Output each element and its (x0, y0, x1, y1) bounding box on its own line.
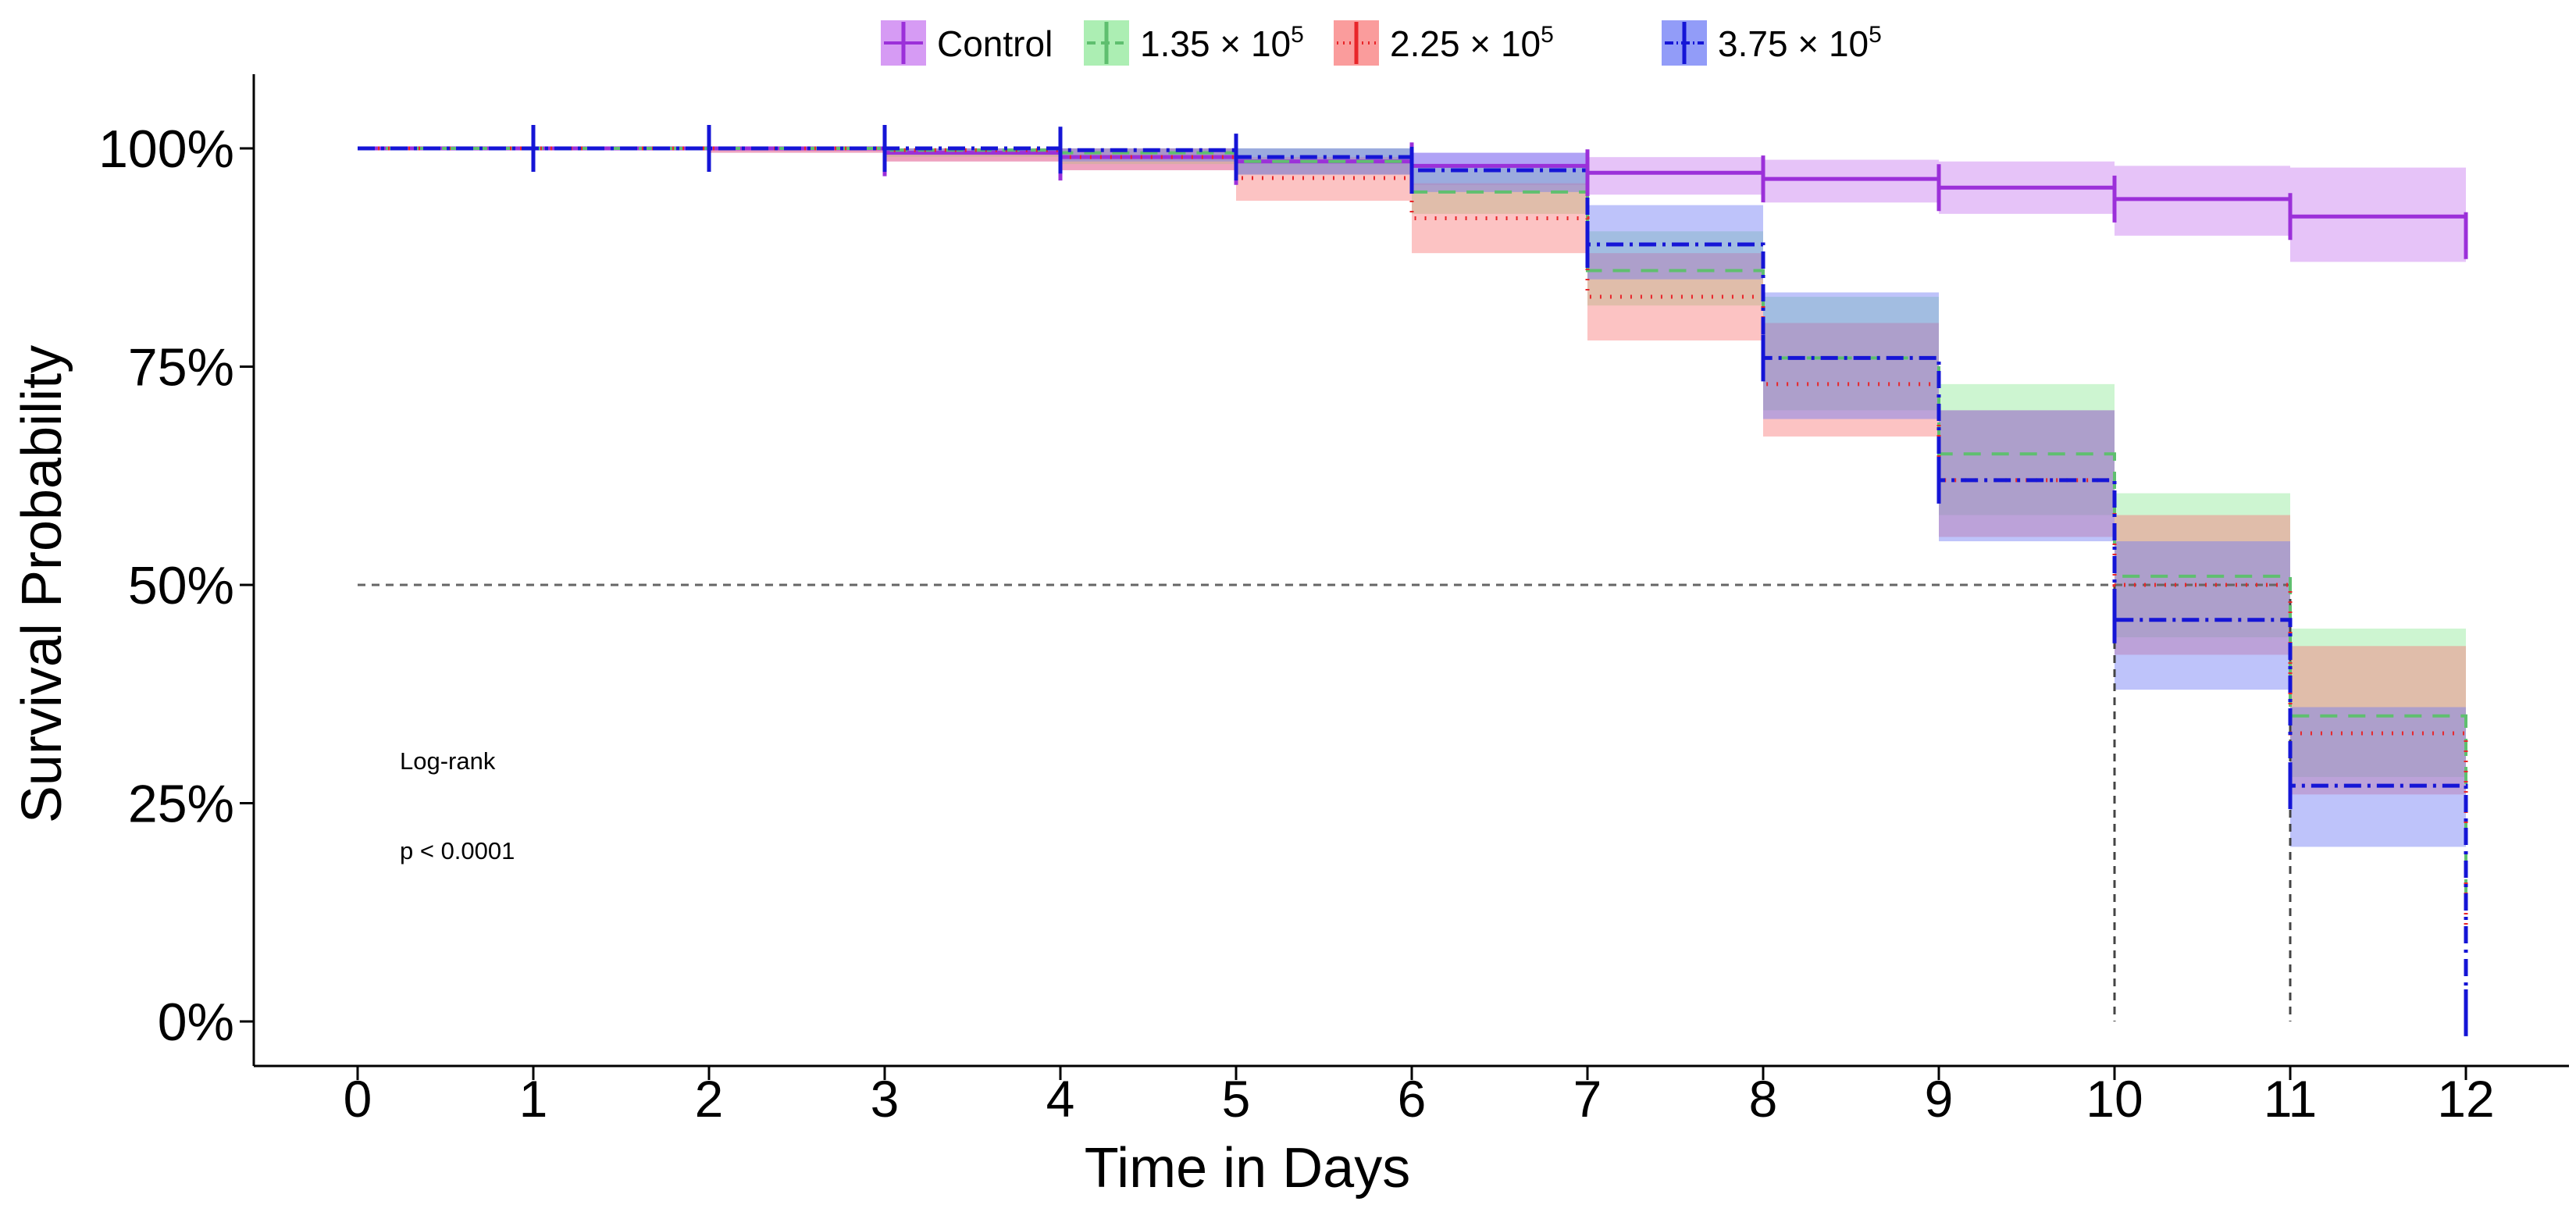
y-tick-label-0: 0% (158, 993, 234, 1052)
test-annotation: Log-rank (400, 747, 496, 775)
legend: Control 1.35 × 105 2.25 × 105 3.75 × 105 (881, 20, 1882, 66)
legend-sup-d225: 5 (1541, 22, 1554, 48)
median-reference-lines (358, 583, 2292, 1021)
legend-sup-d375: 5 (1869, 22, 1882, 48)
x-tick-label-7: 7 (1573, 1070, 1602, 1128)
x-axis-title: Time in Days (1085, 1137, 1410, 1200)
band-d135-9 (1939, 383, 2115, 515)
x-tick-label-5: 5 (1222, 1070, 1251, 1128)
confidence-bands (358, 148, 2466, 847)
pvalue-annotation: p < 0.0001 (400, 837, 515, 864)
legend-sup-d135: 5 (1291, 22, 1304, 48)
x-tick-label-3: 3 (871, 1070, 900, 1128)
annotations: Log-rank p < 0.0001 (400, 747, 515, 864)
x-tick-label-6: 6 (1398, 1070, 1427, 1128)
band-d375-7 (1587, 205, 1763, 280)
band-d135-10 (2115, 493, 2290, 638)
legend-label-d135: 1.35 × 105 (1140, 22, 1304, 64)
legend-label-control: Control (937, 23, 1053, 64)
band-control-2 (709, 148, 885, 153)
y-tick-label-1: 25% (128, 775, 234, 834)
band-control-7 (1587, 157, 1763, 195)
x-tick-label-10: 10 (2086, 1070, 2143, 1128)
x-tick-label-11: 11 (2264, 1070, 2318, 1128)
x-tick-label-2: 2 (695, 1070, 724, 1128)
band-d225-8 (1763, 323, 1939, 437)
band-d135-6 (1412, 166, 1587, 214)
legend-item-d225: 2.25 × 105 (1334, 20, 1554, 66)
y-tick-label-3: 75% (128, 338, 234, 397)
band-d375-8 (1763, 292, 1939, 419)
band-d225-11 (2290, 646, 2466, 795)
y-axis-title: Survival Probability (11, 345, 73, 823)
curve-d375 (358, 146, 2468, 1013)
y-tick-label-2: 50% (128, 556, 234, 615)
x-tick-label-9: 9 (1925, 1070, 1954, 1128)
band-d375-10 (2115, 541, 2290, 690)
band-control-8 (1763, 159, 1939, 203)
legend-item-d135: 1.35 × 105 (1084, 20, 1304, 66)
legend-label-d225: 2.25 × 105 (1390, 22, 1554, 64)
band-d135-11 (2290, 628, 2466, 777)
legend-item-d375: 3.75 × 105 (1662, 20, 1882, 66)
censor-marks (531, 125, 2468, 1036)
band-d225-2 (709, 148, 885, 153)
band-d375-3 (885, 148, 1060, 153)
x-tick-label-4: 4 (1046, 1070, 1075, 1128)
x-tick-label-1: 1 (519, 1070, 548, 1128)
x-tick-label-0: 0 (344, 1070, 372, 1128)
x-tick-label-8: 8 (1749, 1070, 1778, 1128)
band-d375-6 (1412, 152, 1587, 192)
band-d135-8 (1763, 297, 1939, 411)
legend-item-control: Control (881, 20, 1053, 66)
axes: 0 1 2 3 4 5 6 7 8 9 10 11 120%25%50%75%100%Time in D… (11, 74, 2569, 1200)
legend-label-d375: 3.75 × 105 (1718, 22, 1882, 64)
x-tick-label-12: 12 (2437, 1070, 2494, 1128)
band-d225-7 (1587, 253, 1763, 340)
band-d375-9 (1939, 410, 2115, 542)
y-tick-label-4: 100% (98, 119, 234, 179)
band-d225-6 (1412, 183, 1587, 254)
band-d225-9 (1939, 410, 2115, 537)
band-d375-11 (2290, 707, 2466, 847)
